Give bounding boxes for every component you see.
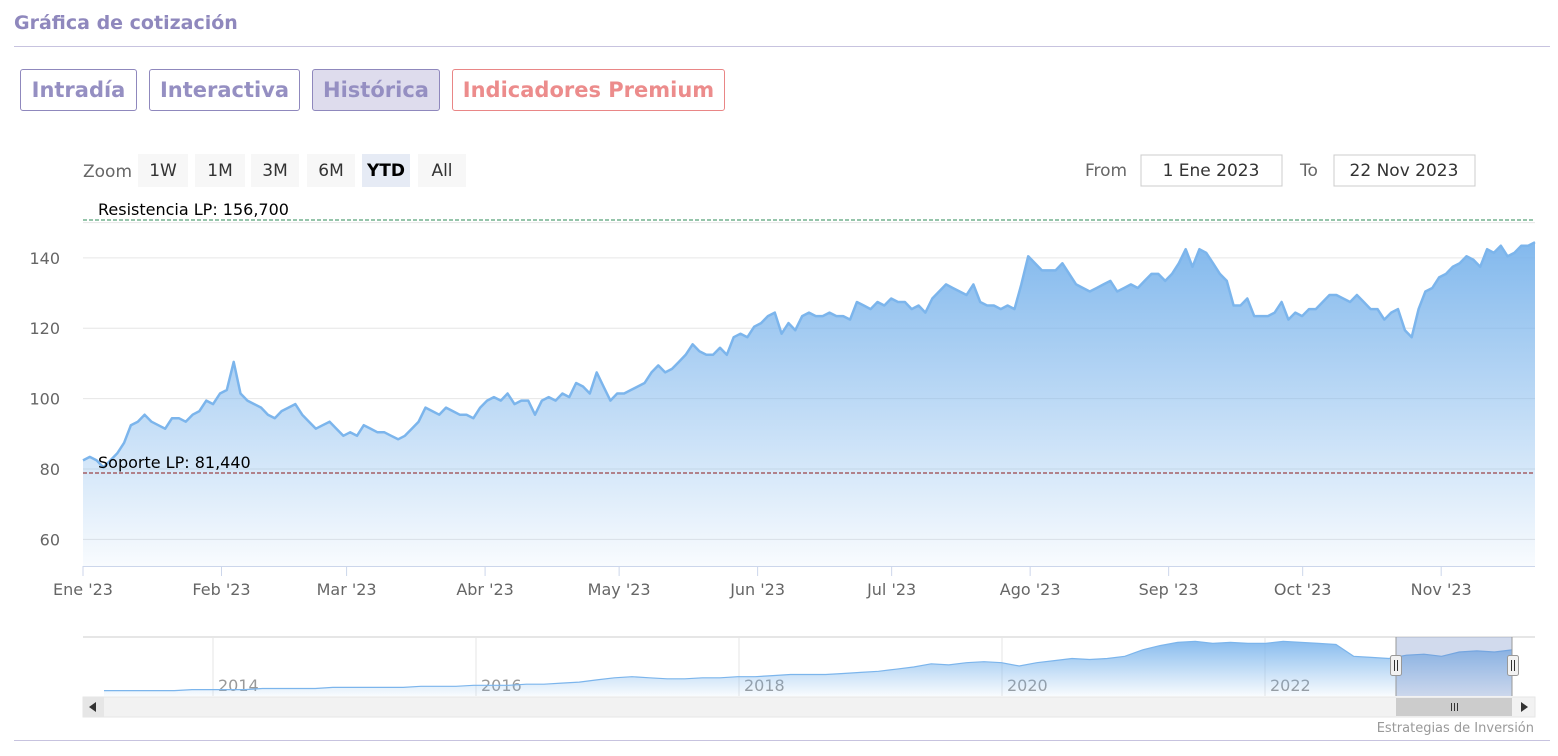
resistance-label: Resistencia LP: 156,700 bbox=[98, 200, 289, 219]
bottom-divider bbox=[14, 740, 1550, 741]
credits-text[interactable]: Estrategias de Inversión bbox=[1377, 721, 1534, 736]
tab-indicadores-premium[interactable]: Indicadores Premium bbox=[452, 69, 725, 111]
navigator-right-handle[interactable] bbox=[1507, 655, 1519, 676]
navigator-line bbox=[104, 640, 1513, 692]
x-tick-label: Mar '23 bbox=[317, 580, 377, 599]
zoom-button-label: YTD bbox=[366, 161, 405, 181]
chevron-right-icon[interactable] bbox=[1521, 702, 1528, 712]
from-date-input[interactable] bbox=[1140, 154, 1283, 187]
y-tick-label: 120 bbox=[29, 319, 60, 338]
tab-interactiva[interactable]: Interactiva bbox=[149, 69, 300, 111]
zoom-button-label: 1M bbox=[207, 161, 232, 181]
zoom-button-label: 6M bbox=[318, 161, 343, 181]
x-tick-label: Abr '23 bbox=[456, 580, 514, 599]
y-tick-label: 60 bbox=[40, 530, 60, 549]
x-tick-label: Jun '23 bbox=[729, 580, 785, 599]
navigator-area bbox=[104, 641, 1512, 696]
scrollbar[interactable] bbox=[82, 696, 1536, 718]
tab-intradia[interactable]: Intradía bbox=[20, 69, 137, 111]
x-tick-label: Oct '23 bbox=[1274, 580, 1332, 599]
zoom-button-all[interactable] bbox=[418, 154, 466, 187]
section-title: Gráfica de cotización bbox=[14, 12, 238, 34]
y-tick-label: 80 bbox=[40, 460, 60, 479]
navigator-left-handle[interactable] bbox=[1390, 655, 1402, 676]
x-tick-label: Nov '23 bbox=[1411, 580, 1472, 599]
zoom-button-label: All bbox=[431, 161, 452, 181]
to-label: To bbox=[1299, 161, 1318, 181]
zoom-button-6m[interactable] bbox=[307, 154, 355, 187]
x-tick-label: Jul '23 bbox=[866, 580, 916, 599]
x-tick-label: Ago '23 bbox=[1000, 580, 1061, 599]
navigator[interactable]: 20142016201820202022 bbox=[83, 636, 1535, 696]
y-axis: 60 80 100 120 140 bbox=[29, 249, 60, 550]
scrollbar-track[interactable] bbox=[82, 696, 1536, 718]
from-date-value: 1 Ene 2023 bbox=[1163, 161, 1260, 181]
x-tick-label: May '23 bbox=[588, 580, 651, 599]
x-tick-label: Ene '23 bbox=[53, 580, 113, 599]
price-series bbox=[82, 241, 1536, 566]
tab-historica[interactable]: Histórica bbox=[312, 69, 440, 111]
to-date-value: 22 Nov 2023 bbox=[1350, 161, 1459, 181]
x-axis: Ene '23 Feb '23 Mar '23 Abr '23 May '23 Jun '… bbox=[53, 566, 1535, 599]
zoom-label: Zoom bbox=[83, 162, 132, 182]
grip-icon bbox=[1451, 703, 1458, 711]
zoom-button-label: 3M bbox=[262, 161, 287, 181]
zoom-button-1m[interactable] bbox=[195, 154, 245, 187]
y-tick-label: 100 bbox=[29, 390, 60, 409]
zoom-button-1w[interactable] bbox=[138, 154, 188, 187]
price-area bbox=[83, 242, 1535, 566]
to-date-input[interactable] bbox=[1333, 154, 1476, 187]
y-tick-label: 140 bbox=[29, 249, 60, 268]
title-divider bbox=[14, 46, 1550, 47]
zoom-button-3m[interactable] bbox=[251, 154, 299, 187]
chevron-left-icon bbox=[89, 702, 96, 712]
zoom-button-label: 1W bbox=[149, 161, 177, 181]
zoom-button-ytd[interactable] bbox=[362, 154, 410, 187]
support-label: Soporte LP: 81,440 bbox=[98, 453, 251, 472]
x-tick-label: Sep '23 bbox=[1139, 580, 1199, 599]
plot-lines: Resistencia LP: 156,700 Soporte LP: 81,44… bbox=[83, 200, 1535, 474]
price-line bbox=[82, 241, 1536, 469]
from-label: From bbox=[1085, 161, 1127, 181]
x-tick-label: Feb '23 bbox=[192, 580, 250, 599]
navigator-selection[interactable] bbox=[1396, 637, 1512, 696]
range-selector: Zoom 1W 1M 3M 6M YTD All From 1 Ene 2023 To 2… bbox=[83, 154, 1476, 187]
